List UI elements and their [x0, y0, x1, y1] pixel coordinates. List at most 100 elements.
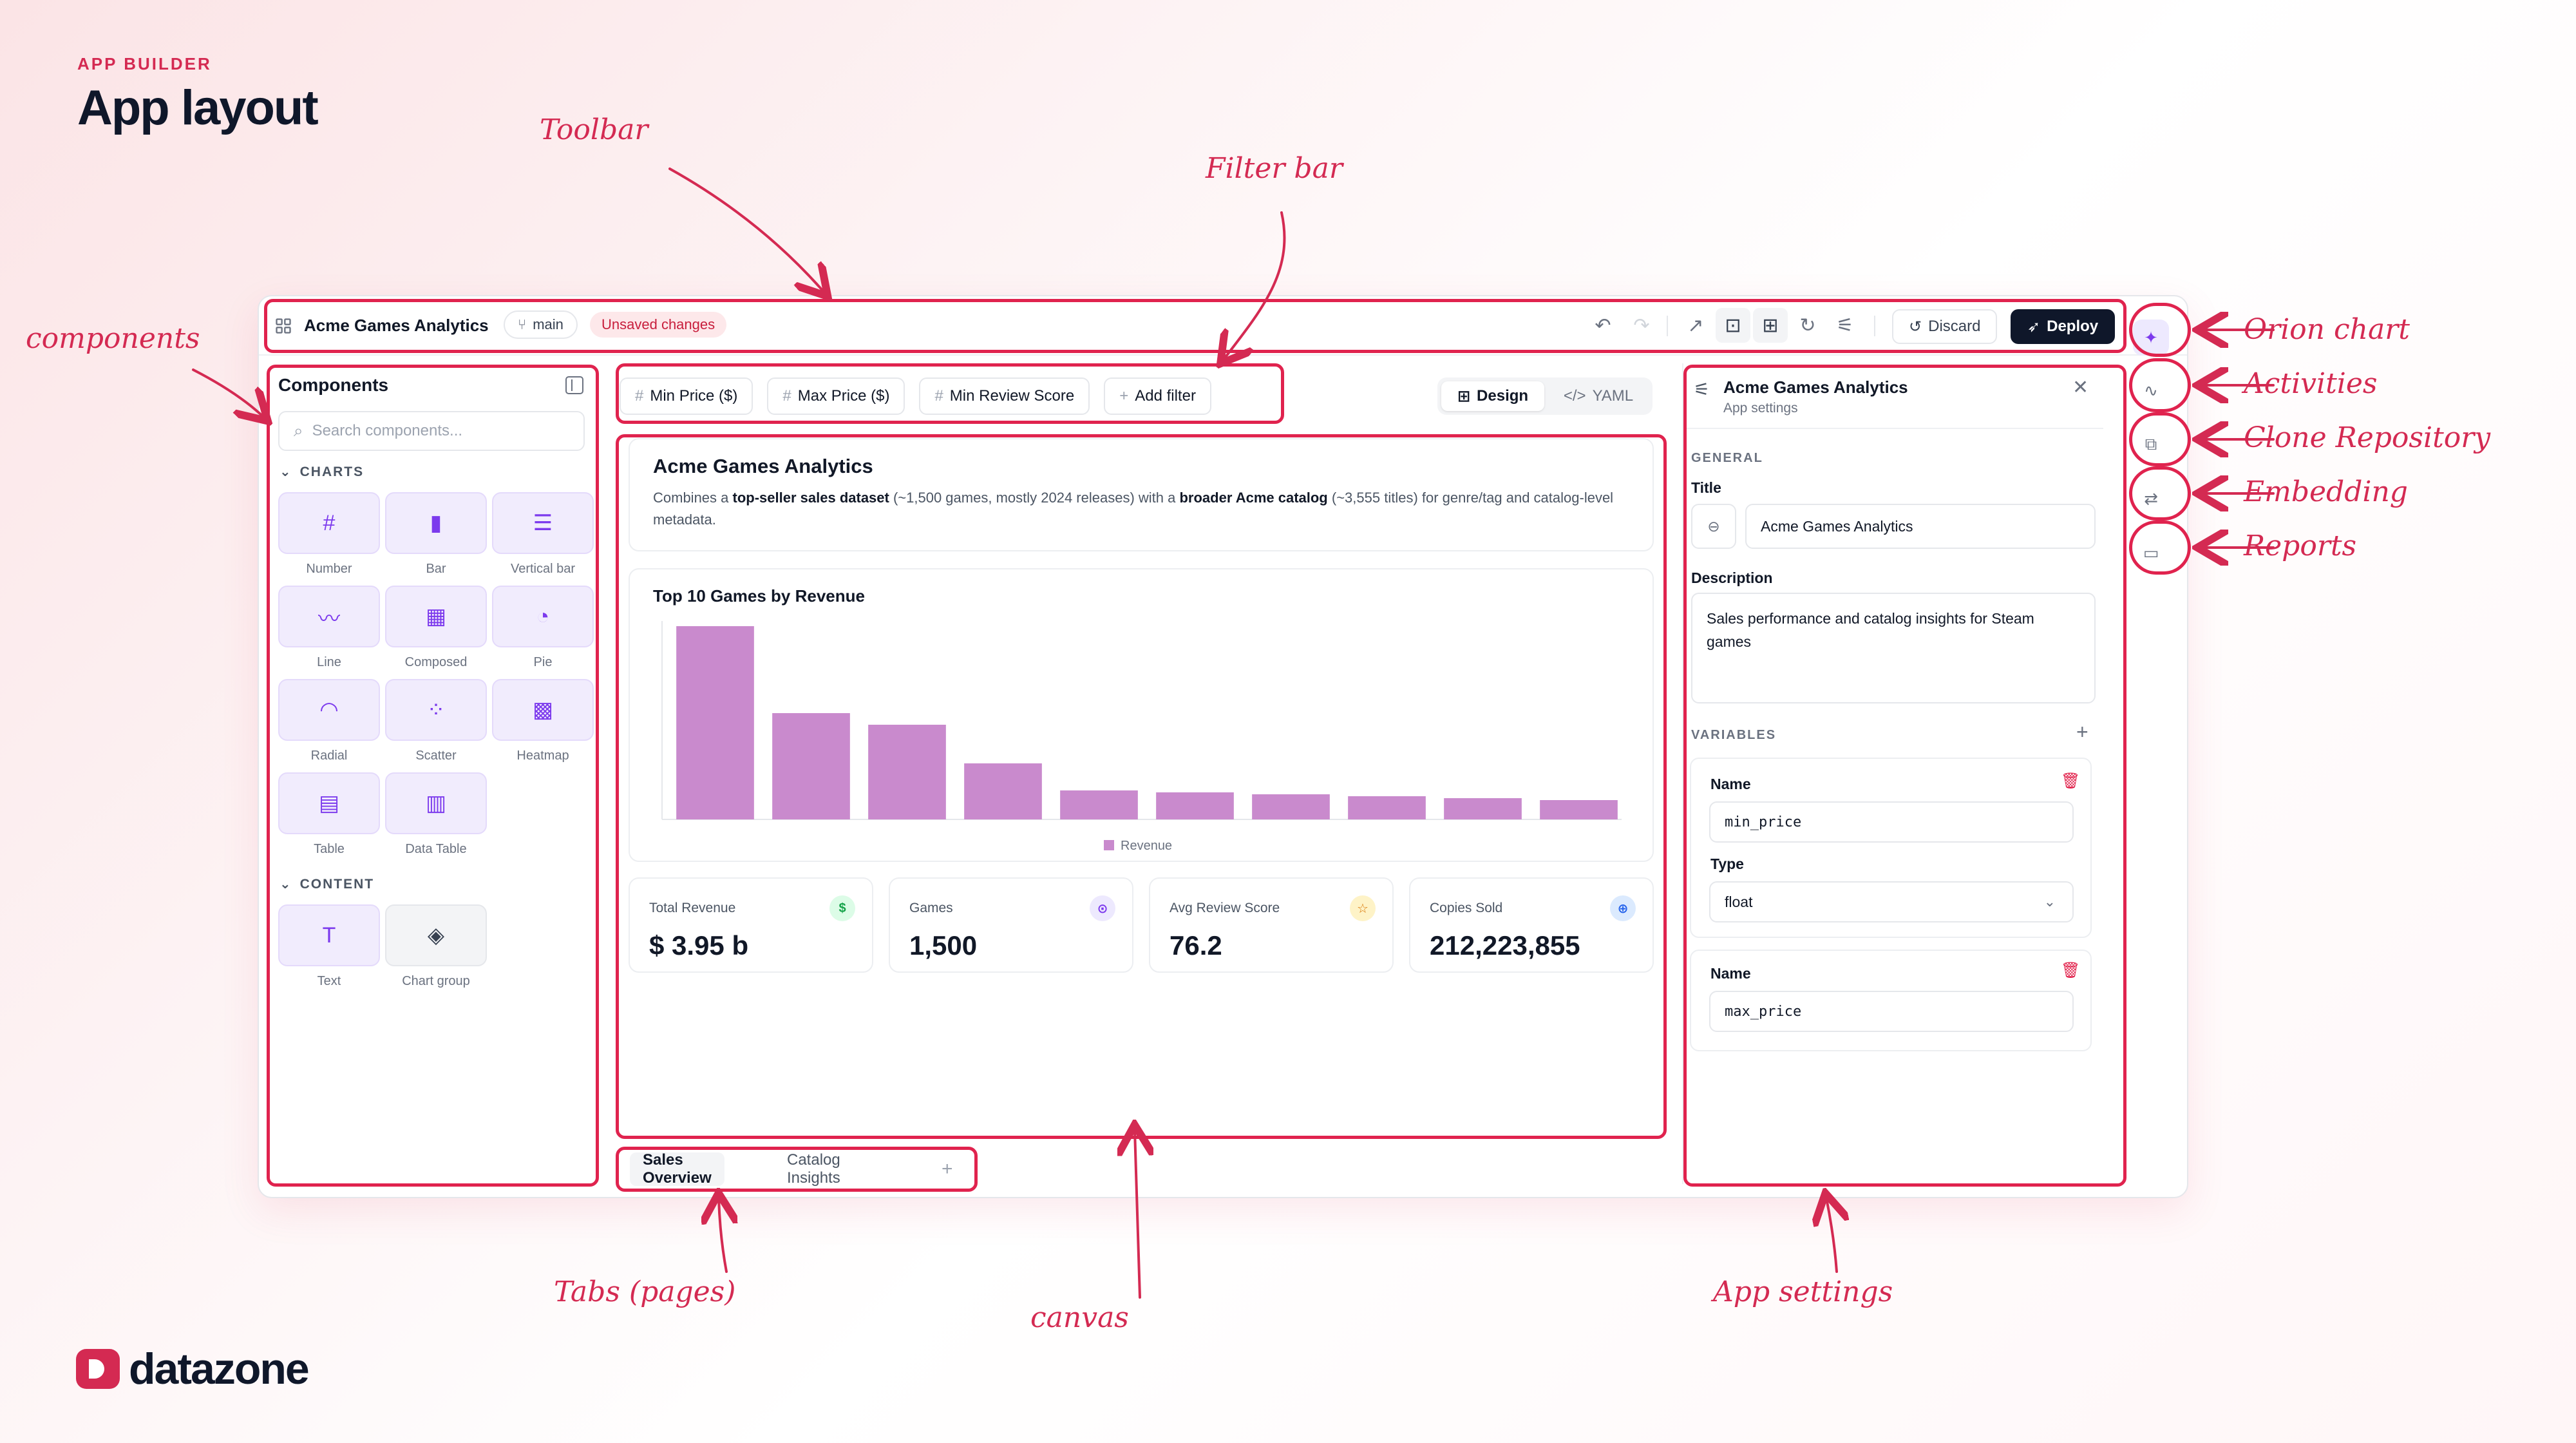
- annotation-activities: Activities: [2244, 367, 2378, 400]
- pie-icon: ◔: [492, 586, 594, 647]
- sliders-icon[interactable]: ⚟: [1836, 314, 1854, 336]
- bar-2[interactable]: [772, 713, 850, 819]
- variable-card: Name 🗑 max_price: [1690, 950, 2092, 1051]
- component-tile-pie[interactable]: ◔ Pie: [492, 586, 594, 670]
- brand-name: datazone: [129, 1344, 310, 1393]
- undo-icon[interactable]: ↶: [1595, 314, 1611, 336]
- component-tile-chart-group[interactable]: ◈ Chart group: [385, 904, 487, 989]
- kpi-value: 212,223,855: [1430, 930, 1580, 960]
- component-tile-line[interactable]: 〰 Line: [278, 586, 380, 670]
- tab-sales-overview[interactable]: Sales Overview: [630, 1151, 724, 1187]
- add-filter-button[interactable]: + Add filter: [1104, 377, 1211, 415]
- description-fragment: (~1,500 games, mostly 2024 releases) wit…: [889, 490, 1180, 506]
- embed-icon[interactable]: ⇄: [2144, 488, 2158, 508]
- description-field[interactable]: Sales performance and catalog insights f…: [1691, 593, 2096, 703]
- filter-chip-min-price[interactable]: # Min Price ($): [620, 377, 753, 415]
- component-tile-radial[interactable]: ◠ Radial: [278, 679, 380, 763]
- legend-label: Revenue: [1121, 839, 1172, 853]
- bar-9[interactable]: [1444, 798, 1522, 819]
- close-icon[interactable]: ✕: [2072, 377, 2089, 398]
- orion-chart-icon[interactable]: ✦: [2133, 320, 2169, 356]
- component-tile-heatmap[interactable]: ▩ Heatmap: [492, 679, 594, 763]
- hash-icon: #: [934, 387, 943, 405]
- redo-icon[interactable]: ↷: [1633, 314, 1650, 336]
- deploy-button[interactable]: ➶ Deploy: [2011, 309, 2116, 344]
- kpi-card[interactable]: Avg Review Score 76.2 ☆: [1149, 877, 1394, 973]
- bar-7[interactable]: [1252, 794, 1330, 819]
- bar-4[interactable]: [964, 763, 1042, 819]
- add-tab-icon[interactable]: +: [942, 1158, 953, 1180]
- tab-catalog-insights[interactable]: Catalog Insights: [787, 1151, 840, 1187]
- scatter-icon: ⁘: [385, 679, 487, 741]
- kpi-card[interactable]: Total Revenue $ 3.95 b $: [629, 877, 873, 973]
- add-variable-icon[interactable]: +: [2076, 720, 2088, 743]
- general-section-label: GENERAL: [1691, 451, 1763, 465]
- trash-icon[interactable]: 🗑: [2061, 962, 2081, 979]
- chevron-down-icon: ⌄: [279, 877, 292, 892]
- bar-3[interactable]: [868, 725, 946, 819]
- variable-type-label: Type: [1710, 855, 1744, 872]
- title-field[interactable]: Acme Games Analytics: [1745, 504, 2096, 549]
- discard-button[interactable]: ↺ Discard: [1892, 309, 1998, 344]
- component-tile-text[interactable]: T Text: [278, 904, 380, 989]
- screenshot-icon[interactable]: ⊡: [1716, 308, 1750, 343]
- component-tile-table[interactable]: ▤ Table: [278, 772, 380, 857]
- filter-chip-min-review-score[interactable]: # Min Review Score: [919, 377, 1090, 415]
- yaml-mode-button[interactable]: </> YAML: [1553, 381, 1643, 411]
- datazone-logo: [76, 1349, 120, 1389]
- panel-collapse-icon[interactable]: [565, 376, 583, 394]
- refresh-icon[interactable]: ↻: [1799, 314, 1816, 336]
- layout-icon[interactable]: ⊞: [1753, 308, 1788, 343]
- kpi-value: 76.2: [1170, 930, 1222, 960]
- bar-8[interactable]: [1348, 796, 1426, 819]
- variable-name-field[interactable]: min_price: [1709, 801, 2074, 843]
- description-emphasis: broader Acme catalog: [1179, 490, 1328, 506]
- variable-type-select[interactable]: float ⌄: [1709, 881, 2074, 922]
- bar-chart: Revenue: [661, 621, 1622, 853]
- component-tile-label: Line: [317, 655, 341, 669]
- component-tile-bar[interactable]: ▮ Bar: [385, 492, 487, 577]
- link-icon[interactable]: ⊖: [1691, 504, 1736, 549]
- design-mode-button[interactable]: ⊞ Design: [1441, 381, 1544, 411]
- chart-card[interactable]: Top 10 Games by Revenue Revenue: [629, 568, 1654, 862]
- kpi-card[interactable]: Copies Sold 212,223,855 ⊕: [1409, 877, 1654, 973]
- toolbar-divider: [1874, 316, 1875, 336]
- filter-chip-max-price[interactable]: # Max Price ($): [767, 377, 905, 415]
- component-tile-scatter[interactable]: ⁘ Scatter: [385, 679, 487, 763]
- calendar-icon[interactable]: ▭: [2143, 542, 2159, 562]
- component-search-input[interactable]: ⌕ Search components...: [278, 411, 585, 451]
- component-tile-vertical-bar[interactable]: ☰ Vertical bar: [492, 492, 594, 577]
- bar-5[interactable]: [1060, 790, 1138, 819]
- bar-1[interactable]: [676, 626, 754, 819]
- activity-icon[interactable]: ∿: [2144, 380, 2158, 400]
- component-tile-data-table[interactable]: ▥ Data Table: [385, 772, 487, 857]
- description-title: Acme Games Analytics: [653, 455, 873, 477]
- open-external-icon[interactable]: ↗: [1687, 314, 1704, 336]
- filter-bar: # Min Price ($) # Max Price ($) # Min Revie…: [620, 377, 1211, 415]
- description-card[interactable]: Acme Games Analytics Combines a top-sell…: [629, 438, 1654, 551]
- section-label-text: CHARTS: [299, 464, 365, 479]
- variable-name-field[interactable]: max_price: [1709, 991, 2074, 1032]
- kpi-card[interactable]: Games 1,500 ⊙: [889, 877, 1133, 973]
- description-text: Combines a top-seller sales dataset (~1,…: [653, 487, 1632, 531]
- bar-10[interactable]: [1540, 800, 1618, 819]
- component-tile-label: Table: [314, 842, 345, 856]
- bar-6[interactable]: [1156, 792, 1234, 819]
- toolbar: Acme Games Analytics ⑂ main Unsaved chan…: [259, 296, 2187, 356]
- search-icon: ⌕: [294, 421, 303, 440]
- copy-icon[interactable]: ⧉: [2145, 434, 2157, 454]
- branch-selector[interactable]: ⑂ main: [504, 311, 578, 339]
- toolbar-divider: [1667, 316, 1668, 336]
- chart-title: Top 10 Games by Revenue: [653, 586, 865, 606]
- section-label[interactable]: ⌄ CONTENT: [279, 876, 374, 892]
- grid-icon[interactable]: [274, 317, 292, 335]
- kpi-value: 1,500: [909, 930, 978, 960]
- trash-icon[interactable]: 🗑: [2061, 772, 2081, 790]
- annotation-clone-repository: Clone Repository: [2244, 421, 2491, 454]
- description-emphasis: top-seller sales dataset: [732, 490, 889, 506]
- table-icon: ▤: [278, 772, 380, 834]
- section-label[interactable]: ⌄ CHARTS: [279, 464, 364, 480]
- composed-icon: ▦: [385, 586, 487, 647]
- component-tile-composed[interactable]: ▦ Composed: [385, 586, 487, 670]
- component-tile-number[interactable]: # Number: [278, 492, 380, 577]
